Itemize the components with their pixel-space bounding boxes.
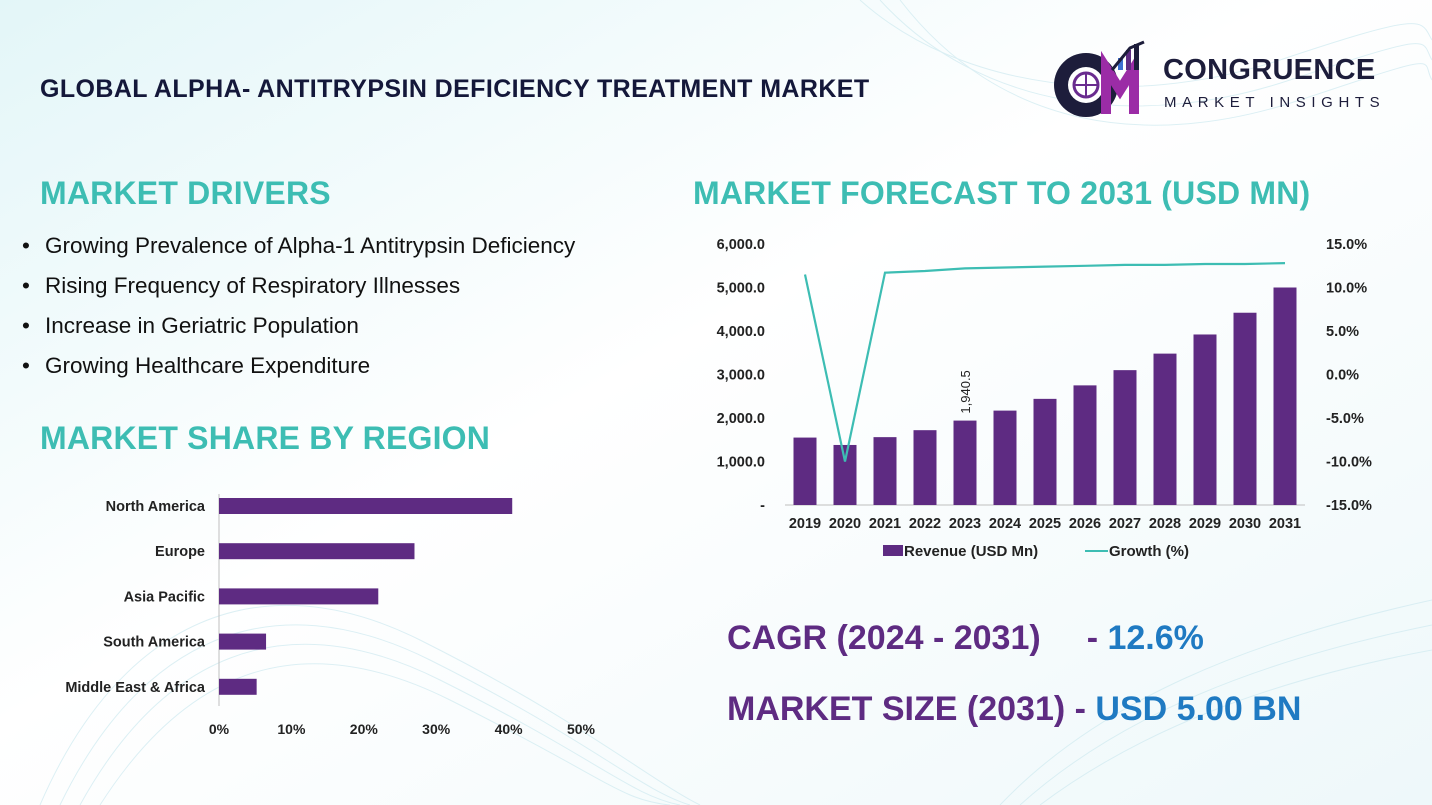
driver-text: Growing Healthcare Expenditure [45, 353, 371, 378]
cagr-summary: CAGR (2024 - 2031) - 12.6% [727, 619, 1204, 658]
left-axis-tick: 1,000.0 [717, 455, 765, 471]
right-axis-tick: 0.0% [1326, 368, 1359, 384]
left-axis-tick: 5,000.0 [717, 281, 765, 297]
cagr-separator: - [1086, 619, 1108, 657]
region-tick-label: 0% [209, 721, 230, 737]
region-bar [219, 633, 267, 650]
year-tick-label: 2025 [1029, 516, 1061, 532]
region-tick-label: 50% [567, 721, 596, 737]
bullet-icon: • [22, 273, 30, 298]
logo-tagline: MARKET INSIGHTS [1164, 94, 1386, 111]
cm-logo-icon [1054, 40, 1145, 117]
region-category-label: Europe [155, 544, 205, 560]
cagr-value: 12.6% [1107, 619, 1204, 657]
region-tick-label: 10% [277, 721, 306, 737]
year-tick-label: 2028 [1149, 516, 1181, 532]
market-size-value: USD 5.00 BN [1095, 690, 1302, 728]
right-axis-tick: -15.0% [1326, 498, 1372, 514]
page-title: GLOBAL ALPHA- ANTITRYPSIN DEFICIENCY TRE… [40, 75, 870, 103]
year-tick-label: 2023 [949, 516, 981, 532]
bullet-icon: • [22, 233, 30, 258]
year-tick-label: 2031 [1269, 516, 1301, 532]
left-axis-tick: 6,000.0 [717, 237, 765, 253]
region-category-label: Middle East & Africa [65, 680, 206, 696]
year-tick-label: 2027 [1109, 516, 1141, 532]
growth-line [803, 262, 1286, 462]
region-category-label: Asia Pacific [124, 589, 205, 605]
right-axis-tick: -10.0% [1326, 455, 1372, 471]
revenue-bar [1153, 353, 1177, 505]
market-size-summary: MARKET SIZE (2031) - USD 5.00 BN [727, 690, 1301, 729]
legend-revenue-label: Revenue (USD Mn) [904, 543, 1038, 560]
cagr-label: CAGR (2024 - 2031) [727, 619, 1041, 657]
left-axis-tick: - [760, 498, 765, 514]
market-drivers-heading: MARKET DRIVERS [40, 175, 331, 211]
revenue-bar [953, 420, 977, 505]
revenue-bar [1193, 334, 1217, 505]
left-axis-tick: 4,000.0 [717, 324, 765, 340]
year-tick-label: 2019 [789, 516, 821, 532]
region-tick-label: 30% [422, 721, 451, 737]
left-axis-tick: 2,000.0 [717, 411, 765, 427]
year-tick-label: 2029 [1189, 516, 1221, 532]
year-tick-label: 2022 [909, 516, 941, 532]
revenue-bar [1233, 312, 1257, 505]
forecast-chart: - 1,000.0 2,000.0 3,000.0 4,000.0 5,000.0 6,00… [717, 237, 1372, 560]
bar-data-label: 1,940.5 [958, 370, 973, 413]
legend-growth-label: Growth (%) [1109, 543, 1189, 560]
region-tick-label: 20% [350, 721, 379, 737]
revenue-bar [793, 437, 817, 505]
region-tick-label: 40% [495, 721, 524, 737]
region-bar [219, 498, 513, 514]
revenue-bar [873, 437, 897, 505]
right-axis-tick: 10.0% [1326, 281, 1367, 297]
bullet-icon: • [22, 353, 30, 378]
revenue-bar [833, 444, 857, 505]
revenue-bar [1073, 385, 1097, 505]
drivers-list: • Growing Prevalence of Alpha-1 Antitryps… [22, 228, 575, 388]
list-item: • Growing Healthcare Expenditure [22, 348, 575, 388]
market-size-separator: - [1074, 690, 1096, 728]
revenue-bar [1273, 287, 1297, 505]
right-axis-tick: 5.0% [1326, 324, 1359, 340]
year-tick-label: 2021 [869, 516, 901, 532]
driver-text: Rising Frequency of Respiratory Illnesse… [45, 273, 461, 298]
list-item: • Rising Frequency of Respiratory Illness… [22, 268, 575, 308]
region-bar [219, 543, 415, 560]
list-item: • Growing Prevalence of Alpha-1 Antitryps… [22, 228, 575, 268]
left-axis-tick: 3,000.0 [717, 368, 765, 384]
forecast-heading: MARKET FORECAST TO 2031 (USD MN) [693, 175, 1311, 211]
year-tick-label: 2026 [1069, 516, 1101, 532]
revenue-bar [993, 410, 1017, 505]
region-bar [219, 588, 379, 605]
region-category-label: North America [106, 499, 206, 515]
year-tick-label: 2024 [989, 516, 1021, 532]
right-axis-tick: 15.0% [1326, 237, 1367, 253]
company-logo: CONGRUENCE MARKET INSIGHTS [1046, 40, 1406, 120]
right-axis-tick: -5.0% [1326, 411, 1364, 427]
revenue-bar [1113, 370, 1137, 505]
driver-text: Growing Prevalence of Alpha-1 Antitrypsi… [45, 233, 576, 258]
market-size-label: MARKET SIZE (2031) [727, 690, 1066, 728]
list-item: • Increase in Geriatric Population [22, 308, 575, 348]
bullet-icon: • [22, 313, 30, 338]
region-share-chart: North America Europe Asia Pacific South Ame… [65, 494, 596, 737]
logo-brand-text: CONGRUENCE [1163, 54, 1376, 86]
revenue-bar [913, 430, 937, 505]
region-share-heading: MARKET SHARE BY REGION [40, 420, 491, 456]
legend-revenue-swatch [883, 545, 903, 556]
driver-text: Increase in Geriatric Population [45, 313, 359, 338]
region-bar [219, 678, 257, 695]
year-tick-label: 2020 [829, 516, 861, 532]
year-tick-label: 2030 [1229, 516, 1261, 532]
region-category-label: South America [103, 635, 206, 651]
revenue-bar [1033, 398, 1057, 505]
